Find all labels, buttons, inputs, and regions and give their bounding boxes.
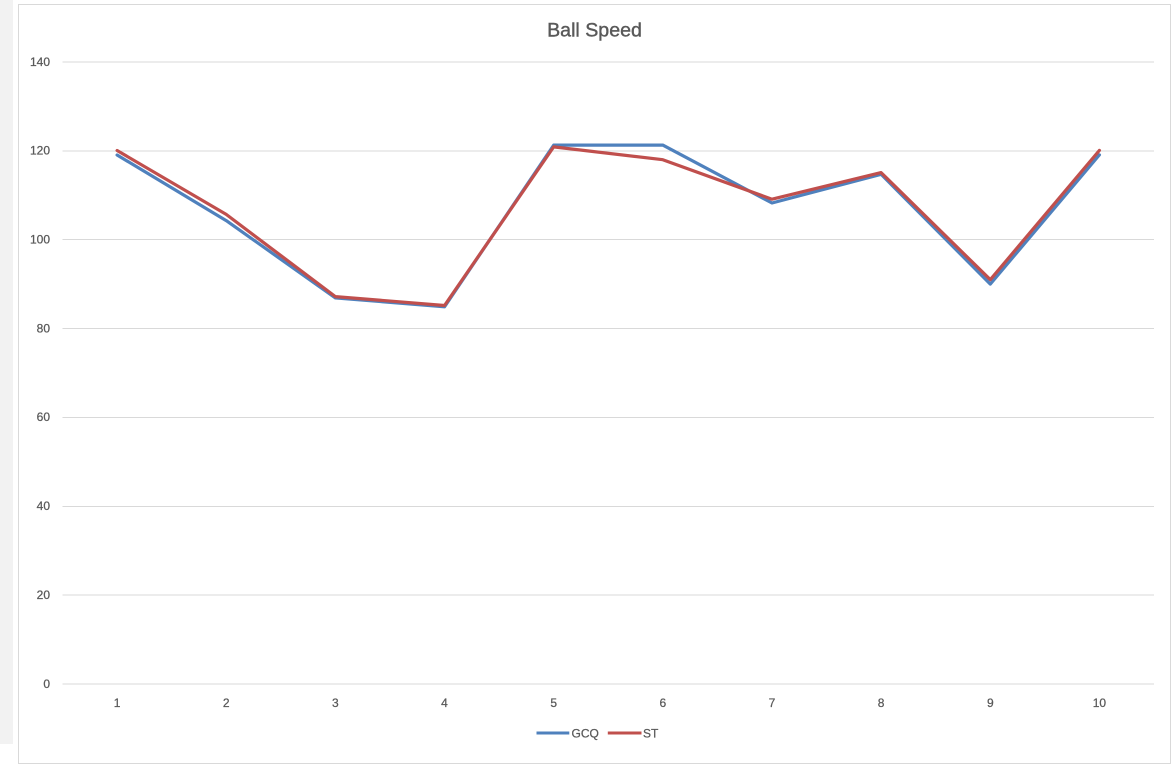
svg-text:8: 8 (878, 696, 885, 710)
svg-text:10: 10 (1093, 696, 1107, 710)
svg-text:Ball Speed: Ball Speed (547, 20, 642, 42)
svg-text:2: 2 (223, 696, 230, 710)
svg-text:40: 40 (37, 499, 51, 513)
svg-text:5: 5 (550, 696, 557, 710)
svg-text:80: 80 (37, 321, 51, 335)
svg-text:3: 3 (332, 696, 339, 710)
svg-text:0: 0 (43, 677, 50, 691)
svg-text:100: 100 (30, 233, 50, 247)
svg-text:140: 140 (30, 55, 50, 69)
svg-text:1: 1 (114, 696, 121, 710)
svg-text:6: 6 (659, 696, 666, 710)
svg-text:20: 20 (37, 588, 51, 602)
svg-text:ST: ST (643, 726, 659, 740)
svg-text:9: 9 (987, 696, 994, 710)
svg-text:GCQ: GCQ (572, 726, 599, 740)
svg-text:7: 7 (769, 696, 776, 710)
svg-text:4: 4 (441, 696, 448, 710)
svg-text:120: 120 (30, 144, 50, 158)
svg-text:60: 60 (37, 410, 51, 424)
